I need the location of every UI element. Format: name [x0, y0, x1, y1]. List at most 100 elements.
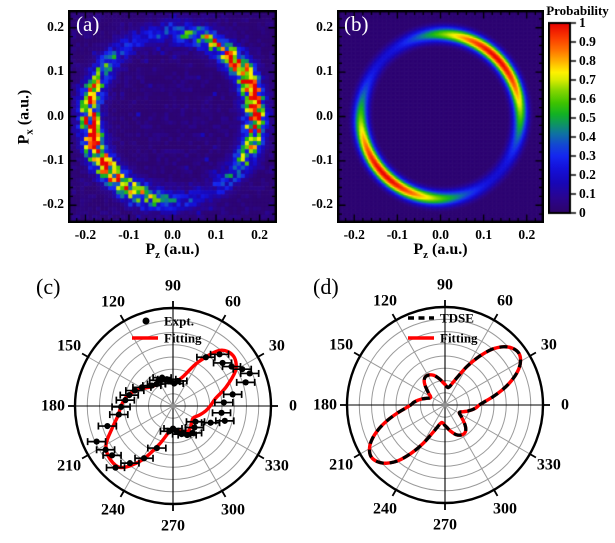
- angular-gridline: [444, 404, 495, 491]
- angle-label-90: 90: [165, 278, 181, 295]
- x-tick-label-b: 0.1: [475, 227, 493, 242]
- x-axis-title-b: Pz (a.u.): [413, 241, 468, 262]
- y-tick-label-b: 0.1: [316, 63, 333, 79]
- angle-label-150: 150: [57, 338, 81, 355]
- data-point: [207, 419, 214, 426]
- polar-center-dot: [170, 403, 176, 409]
- angle-label-240: 240: [101, 501, 125, 518]
- data-point-with-errorbar: [182, 429, 203, 437]
- data-point-with-errorbar: [102, 451, 122, 459]
- panel-d-label: (d): [313, 274, 339, 299]
- y-tick-label-a: -0.1: [42, 151, 64, 167]
- x-tick-label-b: -0.2: [343, 227, 365, 242]
- series-tdse: [367, 345, 523, 465]
- angle-label-30: 30: [541, 337, 557, 354]
- data-point: [192, 418, 199, 425]
- colorbar-tick-label: 1: [579, 15, 586, 30]
- data-point-with-errorbar: [97, 422, 118, 430]
- data-point: [122, 397, 129, 404]
- data-point-with-errorbar: [124, 387, 145, 395]
- data-point: [219, 359, 226, 367]
- y-tick-label-b: 0.0: [316, 107, 333, 123]
- angle-label-210: 210: [57, 458, 81, 475]
- angular-gridline: [123, 320, 174, 407]
- data-point: [218, 409, 225, 416]
- data-point-with-errorbar: [95, 446, 116, 454]
- x-tick-label-a: -0.1: [118, 227, 140, 242]
- y-tick-label-a: 0.1: [47, 63, 64, 79]
- data-point: [242, 379, 249, 386]
- data-point: [221, 417, 228, 424]
- data-point: [93, 438, 100, 445]
- data-point-with-errorbar: [211, 409, 232, 417]
- colorbar-title: Probability: [546, 3, 609, 18]
- data-point-with-errorbar: [120, 459, 140, 467]
- data-point-with-errorbar: [105, 464, 126, 472]
- data-point-with-errorbar: [214, 417, 235, 425]
- panel-c-label: (c): [36, 274, 61, 299]
- angular-gridline: [87, 405, 174, 456]
- data-point-with-errorbar: [119, 391, 140, 399]
- polar-outer-circle: [73, 306, 273, 506]
- legend-marker-dot: [142, 317, 150, 325]
- x-tick-label-a: 0.0: [164, 227, 181, 242]
- polar-plot-c: 0 30 60 90 120 150 180 210 240 270 300 330 Expt. Fitt…: [41, 278, 297, 535]
- data-point: [108, 452, 116, 459]
- polar-center-dot: [442, 402, 448, 408]
- data-point-with-errorbar: [235, 378, 256, 386]
- panel-b-label: (b): [344, 12, 369, 36]
- polar-plot-d: 0 30 60 90 120 150 180 210 240 270 300 330 TDSE Fitti…: [313, 277, 569, 534]
- data-point-with-errorbar: [148, 376, 169, 384]
- polar-outer-circle: [345, 305, 545, 505]
- colorbar-tick-label: 0.4: [579, 129, 596, 144]
- colorbar-tick-label: 0: [579, 205, 586, 220]
- heatmap-panel-b: [337, 10, 544, 223]
- x-tick-label-b: 0.2: [518, 227, 536, 242]
- y-tick-label-a: -0.2: [42, 196, 64, 212]
- data-point: [202, 354, 209, 361]
- x-axis-title-a: Pz (a.u.): [145, 241, 200, 262]
- data-point-with-errorbar: [134, 454, 154, 462]
- x-tick-label-a: 0.2: [251, 227, 269, 242]
- angle-label-0: 0: [289, 398, 297, 415]
- colorbar: [548, 21, 578, 215]
- data-point: [102, 446, 109, 453]
- angle-label-90: 90: [437, 277, 453, 294]
- angle-label-0: 0: [561, 397, 569, 414]
- angle-label-30: 30: [269, 338, 285, 355]
- data-point-with-errorbar: [184, 423, 205, 431]
- data-point: [189, 429, 196, 437]
- angle-label-60: 60: [225, 294, 241, 311]
- angle-label-330: 330: [265, 458, 289, 475]
- x-tick-label-b: 0.0: [432, 227, 449, 242]
- colorbar-tick-label: 0.7: [579, 72, 596, 87]
- angle-label-330: 330: [537, 457, 561, 474]
- colorbar-tick-label: 0.8: [579, 53, 596, 68]
- angular-gridline: [172, 356, 259, 407]
- y-tick-label-a: 0.2: [47, 18, 64, 34]
- angle-label-210: 210: [329, 457, 353, 474]
- y-tick-label-b: -0.2: [311, 196, 333, 212]
- heatmap-panel-a: [68, 10, 277, 223]
- legend-label-tdse: TDSE: [440, 311, 474, 326]
- data-point-with-errorbar: [146, 444, 167, 452]
- angular-gridline: [359, 355, 446, 406]
- data-point: [153, 444, 160, 452]
- x-tick-label-a: 0.1: [207, 227, 225, 242]
- data-point-with-errorbar: [222, 390, 243, 398]
- data-point-with-errorbar: [111, 403, 131, 411]
- data-point-with-errorbar: [108, 411, 129, 419]
- data-point: [229, 391, 236, 398]
- angular-gridline: [87, 356, 174, 407]
- x-tick-label-b: -0.1: [386, 227, 409, 242]
- colorbar-tick-label: 0.5: [579, 110, 596, 125]
- colorbar-tick-label: 0.1: [579, 186, 596, 201]
- angle-label-120: 120: [101, 294, 125, 311]
- colorbar-tick-label: 0.2: [579, 167, 596, 182]
- data-point: [216, 351, 223, 358]
- angle-label-180: 180: [41, 398, 65, 415]
- data-point-with-errorbar: [196, 353, 216, 361]
- angle-label-60: 60: [497, 293, 513, 310]
- angle-label-300: 300: [493, 500, 517, 517]
